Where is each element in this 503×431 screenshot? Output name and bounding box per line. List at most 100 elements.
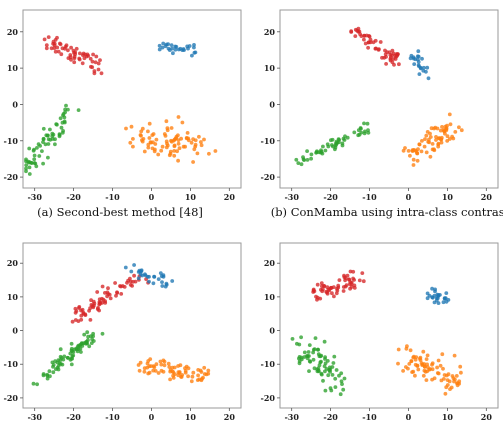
data-point-green (329, 388, 334, 393)
data-point-orange (147, 121, 152, 126)
data-point-orange (178, 363, 183, 368)
data-point-orange (151, 140, 155, 145)
data-point-red (115, 290, 119, 295)
y-tick-label: 10 (264, 292, 276, 302)
data-point-red (95, 290, 100, 294)
data-point-green (330, 373, 335, 377)
data-point-orange (183, 144, 188, 149)
data-point-orange (424, 378, 429, 382)
data-point-orange (434, 135, 438, 139)
x-tick-label: 20 (224, 412, 236, 422)
data-point-red (100, 301, 104, 305)
data-point-green (333, 385, 338, 389)
data-point-green (363, 129, 367, 134)
data-point-blue (161, 274, 166, 279)
data-point-orange (396, 347, 401, 352)
data-point-green (333, 376, 338, 381)
data-point-red (79, 317, 84, 322)
data-point-blue (441, 300, 446, 305)
data-point-green (58, 116, 63, 121)
data-point-green (359, 130, 364, 135)
x-tick-label: 20 (224, 192, 236, 202)
data-point-orange (191, 370, 196, 375)
data-point-orange (439, 140, 444, 145)
data-point-green (338, 392, 343, 397)
data-point-green (340, 382, 344, 386)
data-point-green (31, 148, 36, 153)
data-point-orange (459, 128, 464, 133)
data-point-green (294, 157, 299, 162)
data-point-orange (162, 363, 167, 368)
data-point-orange (196, 373, 201, 378)
y-tick-label: 20 (7, 27, 19, 37)
data-point-orange (445, 123, 449, 128)
data-point-orange (403, 146, 407, 150)
data-point-red (98, 58, 102, 62)
data-point-green (297, 342, 302, 347)
data-point-orange (179, 375, 184, 379)
data-point-green (76, 108, 81, 112)
data-point-green (35, 146, 39, 150)
data-point-orange (436, 142, 441, 147)
data-point-red (315, 282, 320, 287)
data-point-red (319, 281, 324, 286)
data-point-orange (425, 362, 429, 367)
data-point-orange (176, 370, 181, 375)
data-point-green (319, 372, 324, 377)
data-point-blue (412, 62, 417, 66)
x-tick-label: -20 (323, 192, 338, 202)
data-point-orange (413, 148, 418, 153)
data-point-orange (409, 359, 414, 364)
data-point-orange (193, 144, 198, 149)
data-point-orange (445, 139, 450, 143)
data-point-red (42, 37, 47, 42)
data-point-orange (401, 148, 406, 153)
data-point-green (75, 349, 80, 354)
data-point-orange (445, 134, 450, 139)
data-point-red (66, 48, 70, 53)
data-point-blue (182, 48, 186, 52)
data-point-red (56, 49, 61, 54)
data-point-red (332, 294, 336, 299)
data-point-orange (421, 349, 426, 354)
data-point-orange (413, 357, 418, 362)
data-point-orange (186, 366, 191, 371)
data-point-red (389, 55, 393, 60)
data-point-green (66, 107, 70, 112)
data-point-blue (415, 54, 420, 59)
data-point-red (384, 55, 388, 59)
data-point-green (51, 363, 56, 367)
data-point-orange (202, 372, 207, 376)
data-point-red (132, 273, 137, 278)
data-point-red (93, 60, 98, 65)
data-point-blue (416, 49, 421, 54)
data-point-orange (193, 138, 198, 143)
data-point-green (315, 369, 320, 374)
data-point-orange (432, 147, 436, 152)
data-point-orange (407, 362, 412, 366)
data-point-blue (156, 277, 161, 281)
data-point-orange (167, 153, 172, 158)
data-point-green (307, 369, 311, 373)
data-point-orange (410, 148, 415, 153)
data-point-orange (159, 368, 164, 373)
data-point-orange (415, 158, 420, 163)
data-point-green (321, 378, 325, 383)
data-point-green (47, 369, 52, 374)
data-point-orange (453, 377, 457, 382)
data-point-orange (454, 374, 459, 378)
x-tick-label: 0 (406, 192, 412, 202)
data-point-orange (185, 131, 190, 135)
data-point-orange (163, 134, 168, 138)
data-point-red (355, 28, 360, 33)
data-point-green (48, 127, 52, 132)
data-point-orange (425, 130, 430, 134)
data-point-orange (440, 125, 444, 129)
data-point-green (58, 347, 63, 352)
data-point-orange (174, 134, 179, 139)
data-point-green (32, 161, 37, 165)
y-tick-label: -10 (261, 359, 276, 369)
data-point-orange (434, 138, 438, 142)
data-point-blue (151, 281, 156, 286)
data-point-orange (162, 359, 167, 364)
